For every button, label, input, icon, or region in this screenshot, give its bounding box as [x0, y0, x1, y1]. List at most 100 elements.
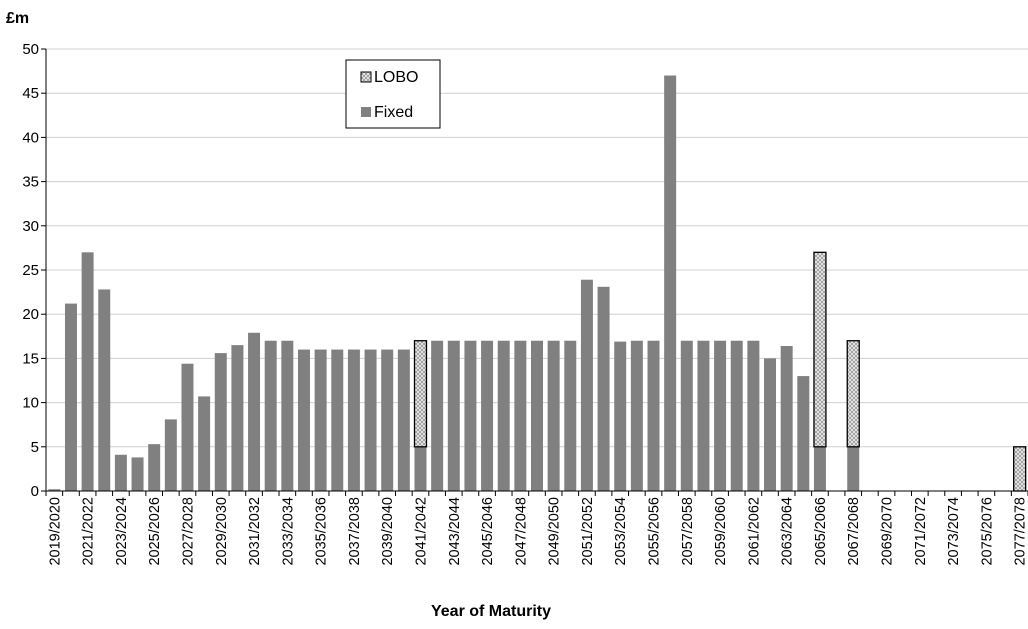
bar-fixed: [231, 345, 244, 491]
bar-fixed: [181, 363, 194, 491]
legend-swatch-fixed: [361, 107, 371, 117]
bar-fixed: [64, 303, 77, 491]
y-tick-label: 10: [22, 395, 39, 412]
y-tick-label: 35: [22, 174, 39, 191]
bar-fixed: [464, 340, 477, 491]
x-tick-label: 2065/2066: [813, 497, 829, 566]
bar-fixed: [397, 349, 410, 491]
x-tick-label: 2061/2062: [746, 497, 762, 566]
y-tick-label: 25: [22, 262, 39, 279]
bar-fixed: [148, 444, 161, 491]
bar-fixed: [764, 358, 777, 491]
bar-lobo: [846, 340, 860, 448]
bar-fixed: [714, 340, 727, 491]
bar-fixed: [564, 340, 577, 491]
y-tick-label: 30: [22, 218, 39, 235]
x-tick-label: 2071/2072: [913, 497, 929, 566]
bar-fixed: [497, 340, 510, 491]
bar-fixed: [248, 332, 261, 491]
bar-fixed: [381, 349, 394, 491]
y-tick-label: 45: [22, 85, 39, 102]
x-tick-label: 2041/2042: [413, 497, 429, 566]
x-tick-label: 2075/2076: [979, 497, 995, 566]
x-tick-label: 2059/2060: [713, 497, 729, 566]
bar-fixed: [114, 454, 127, 491]
x-tick-label: 2045/2046: [480, 497, 496, 566]
x-tick-label: 2057/2058: [680, 497, 696, 566]
x-tick-label: 2047/2048: [513, 497, 529, 566]
x-tick-label: 2051/2052: [580, 497, 596, 566]
y-tick-label: 20: [22, 306, 39, 323]
bar-fixed: [697, 340, 710, 491]
x-tick-label: 2023/2024: [114, 497, 130, 566]
bar-fixed: [813, 446, 826, 491]
x-tick-label: 2049/2050: [547, 497, 563, 566]
legend-label-lobo: LOBO: [374, 69, 418, 86]
y-axis-label: £m: [6, 10, 29, 27]
bar-fixed: [664, 75, 677, 492]
y-tick-label: 0: [31, 483, 39, 500]
bar-fixed: [48, 489, 61, 491]
legend-swatch-lobo: [360, 71, 372, 83]
bar-fixed: [164, 419, 177, 491]
bar-fixed: [314, 349, 327, 491]
axes: [41, 48, 1028, 496]
x-tick-label: 2033/2034: [280, 497, 296, 566]
bar-fixed: [81, 252, 94, 491]
bar-fixed: [647, 340, 660, 491]
bar-fixed: [614, 341, 627, 491]
y-tick-label: 15: [22, 350, 39, 367]
x-tick-labels: 2019/2020 2021/2022 2023/2024 2025/2026 2027…: [47, 497, 1028, 566]
x-tick-label: 2053/2054: [613, 497, 629, 566]
x-tick-label: 2035/2036: [314, 497, 330, 566]
bar-fixed: [264, 340, 277, 491]
bar-fixed: [597, 286, 610, 491]
bar-fixed: [481, 340, 494, 491]
bar-fixed: [131, 457, 144, 491]
bar-lobo: [413, 340, 428, 448]
bar-fixed: [214, 353, 227, 491]
bar-fixed: [531, 340, 543, 491]
y-tick-label: 5: [31, 439, 39, 456]
bar-fixed: [98, 289, 111, 491]
bar-fixed: [347, 349, 360, 491]
y-tick-labels: 0 5 10 15 20 25 30 35 40 45 50: [22, 41, 39, 500]
bar-fixed: [414, 446, 427, 491]
bar-fixed: [780, 346, 793, 491]
bar-fixed: [547, 340, 560, 491]
x-tick-label: 2031/2032: [247, 497, 263, 566]
bar-fixed: [630, 340, 643, 491]
bar-fixed: [331, 349, 344, 491]
bar-fixed: [297, 349, 310, 491]
bar-fixed: [447, 340, 460, 491]
bar-fixed: [364, 349, 377, 491]
x-tick-label: 2019/2020: [47, 497, 63, 566]
bar-fixed: [580, 279, 593, 491]
bar-fixed: [680, 340, 693, 491]
bar-fixed: [797, 376, 810, 491]
x-tick-label: 2029/2030: [214, 497, 230, 566]
x-tick-label: 2037/2038: [347, 497, 363, 566]
legend: LOBO Fixed: [345, 59, 441, 129]
x-tick-label: 2043/2044: [447, 497, 463, 566]
bar-fixed: [431, 340, 444, 491]
bar-fixed: [198, 396, 211, 491]
x-tick-label: 2077/2078: [1013, 497, 1028, 566]
x-tick-label: 2063/2064: [780, 497, 796, 566]
x-tick-label: 2055/2056: [647, 497, 663, 566]
bar-fixed: [730, 340, 743, 491]
x-tick-label: 2073/2074: [946, 497, 962, 566]
bar-fixed: [281, 340, 294, 491]
y-tick-label: 40: [22, 129, 39, 146]
x-tick-label: 2021/2022: [81, 497, 97, 566]
x-tick-label: 2069/2070: [880, 497, 896, 566]
x-tick-label: 2067/2068: [846, 497, 862, 566]
x-tick-label: 2027/2028: [180, 497, 196, 566]
legend-label-fixed: Fixed: [374, 104, 413, 121]
x-axis-label: Year of Maturity: [431, 603, 551, 620]
x-tick-label: 2039/2040: [380, 497, 396, 566]
bar-fixed: [847, 446, 860, 491]
bar-lobo: [1013, 446, 1027, 492]
